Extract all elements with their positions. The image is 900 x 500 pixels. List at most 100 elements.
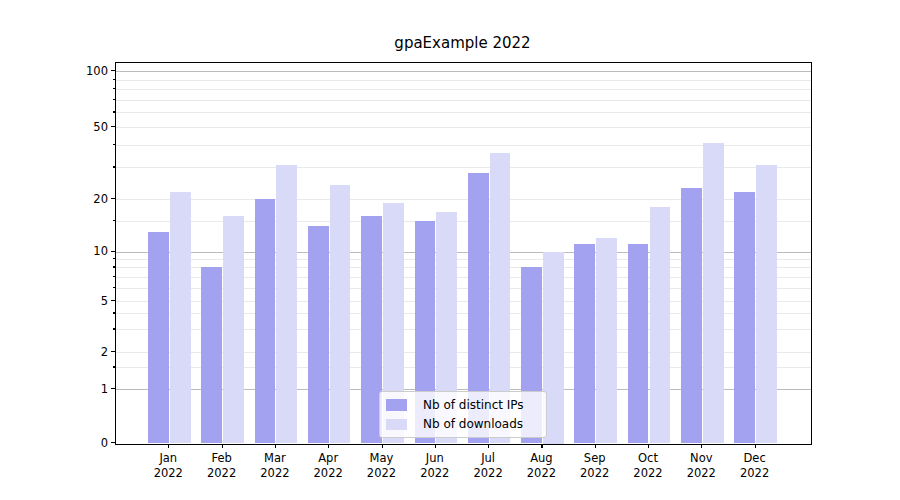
x-tick-label: Nov2022 — [671, 451, 731, 481]
bar-distinct-ips-dec — [734, 192, 755, 444]
gridline-major — [116, 71, 811, 72]
gridline-minor — [116, 80, 811, 81]
y-tick-mark — [111, 126, 115, 127]
gridline-minor — [116, 100, 811, 101]
x-tick-mark — [701, 444, 702, 448]
y-tick-mark — [111, 442, 115, 443]
x-tick-mark — [755, 444, 756, 448]
x-tick-month: Nov — [671, 451, 731, 466]
bar-downloads-feb — [223, 216, 244, 443]
x-tick-month: Oct — [618, 451, 678, 466]
x-tick-month: Jul — [458, 451, 518, 466]
bar-distinct-ips-nov — [681, 188, 702, 443]
y-tick-label: 20 — [60, 192, 108, 206]
x-tick-month: Apr — [298, 451, 358, 466]
legend: Nb of distinct IPs Nb of downloads — [379, 391, 547, 438]
gridline-minor — [116, 127, 811, 128]
bar-distinct-ips-sep — [574, 244, 595, 443]
x-tick-month: Dec — [725, 451, 785, 466]
y-minor-tick-mark — [113, 166, 116, 167]
x-tick-label: Sep2022 — [565, 451, 625, 481]
bar-downloads-apr — [330, 185, 351, 444]
x-tick-year: 2022 — [671, 466, 731, 481]
y-tick-mark — [111, 388, 115, 389]
x-tick-label: Oct2022 — [618, 451, 678, 481]
y-tick-label: 0 — [60, 436, 108, 450]
y-minor-tick-mark — [113, 220, 116, 221]
y-tick-label: 100 — [60, 64, 108, 78]
x-tick-label: Dec2022 — [725, 451, 785, 481]
y-tick-mark — [111, 300, 115, 301]
y-minor-tick-mark — [113, 99, 116, 100]
x-tick-month: Mar — [245, 451, 305, 466]
y-tick-label: 1 — [60, 382, 108, 396]
x-tick-label: Feb2022 — [192, 451, 252, 481]
x-tick-mark — [435, 444, 436, 448]
legend-swatch-downloads — [386, 419, 407, 431]
y-tick-mark — [111, 70, 115, 71]
gridline-minor — [116, 112, 811, 113]
x-tick-year: 2022 — [192, 466, 252, 481]
x-tick-mark — [222, 444, 223, 448]
legend-label-downloads: Nb of downloads — [423, 417, 523, 431]
x-tick-mark — [328, 444, 329, 448]
x-tick-month: Jan — [138, 451, 198, 466]
bar-downloads-jan — [170, 192, 191, 444]
bar-downloads-mar — [276, 165, 297, 444]
bar-distinct-ips-mar — [255, 199, 276, 443]
x-tick-month: Sep — [565, 451, 625, 466]
y-minor-tick-mark — [113, 144, 116, 145]
x-tick-year: 2022 — [565, 466, 625, 481]
plot-area — [115, 62, 812, 445]
legend-swatch-distinct-ips — [386, 399, 407, 411]
x-tick-year: 2022 — [725, 466, 785, 481]
x-tick-year: 2022 — [352, 466, 412, 481]
bar-downloads-nov — [703, 143, 724, 444]
bar-distinct-ips-oct — [628, 244, 649, 443]
y-minor-tick-mark — [113, 266, 116, 267]
chart-title: gpaExample 2022 — [115, 34, 810, 52]
bar-downloads-oct — [650, 207, 671, 443]
bar-distinct-ips-apr — [308, 226, 329, 443]
x-tick-year: 2022 — [458, 466, 518, 481]
x-tick-mark — [168, 444, 169, 448]
x-tick-mark — [595, 444, 596, 448]
x-tick-month: Jun — [405, 451, 465, 466]
x-tick-label: Aug2022 — [511, 451, 571, 481]
bar-distinct-ips-jan — [148, 232, 169, 444]
y-minor-tick-mark — [113, 328, 116, 329]
x-tick-label: Apr2022 — [298, 451, 358, 481]
x-tick-label: May2022 — [352, 451, 412, 481]
y-tick-label: 2 — [60, 345, 108, 359]
x-tick-month: May — [352, 451, 412, 466]
y-minor-tick-mark — [113, 276, 116, 277]
gridline-minor — [116, 89, 811, 90]
bar-downloads-sep — [596, 238, 617, 444]
legend-label-distinct-ips: Nb of distinct IPs — [423, 398, 524, 412]
x-tick-year: 2022 — [298, 466, 358, 481]
y-minor-tick-mark — [113, 258, 116, 259]
x-tick-year: 2022 — [618, 466, 678, 481]
y-tick-mark — [111, 198, 115, 199]
figure: gpaExample 2022 0125102050100Jan2022Feb2… — [0, 0, 900, 500]
x-tick-mark — [541, 444, 542, 448]
x-tick-label: Mar2022 — [245, 451, 305, 481]
x-tick-year: 2022 — [405, 466, 465, 481]
y-minor-tick-mark — [113, 287, 116, 288]
x-tick-year: 2022 — [511, 466, 571, 481]
x-tick-month: Aug — [511, 451, 571, 466]
y-minor-tick-mark — [113, 312, 116, 313]
x-tick-label: Jun2022 — [405, 451, 465, 481]
x-tick-mark — [275, 444, 276, 448]
y-tick-label: 5 — [60, 294, 108, 308]
bar-distinct-ips-feb — [201, 267, 222, 443]
x-tick-mark — [488, 444, 489, 448]
x-tick-mark — [648, 444, 649, 448]
y-minor-tick-mark — [113, 111, 116, 112]
x-tick-year: 2022 — [138, 466, 198, 481]
x-tick-label: Jul2022 — [458, 451, 518, 481]
legend-item-downloads: Nb of downloads — [386, 417, 540, 431]
y-tick-mark — [111, 351, 115, 352]
y-minor-tick-mark — [113, 88, 116, 89]
x-tick-month: Feb — [192, 451, 252, 466]
